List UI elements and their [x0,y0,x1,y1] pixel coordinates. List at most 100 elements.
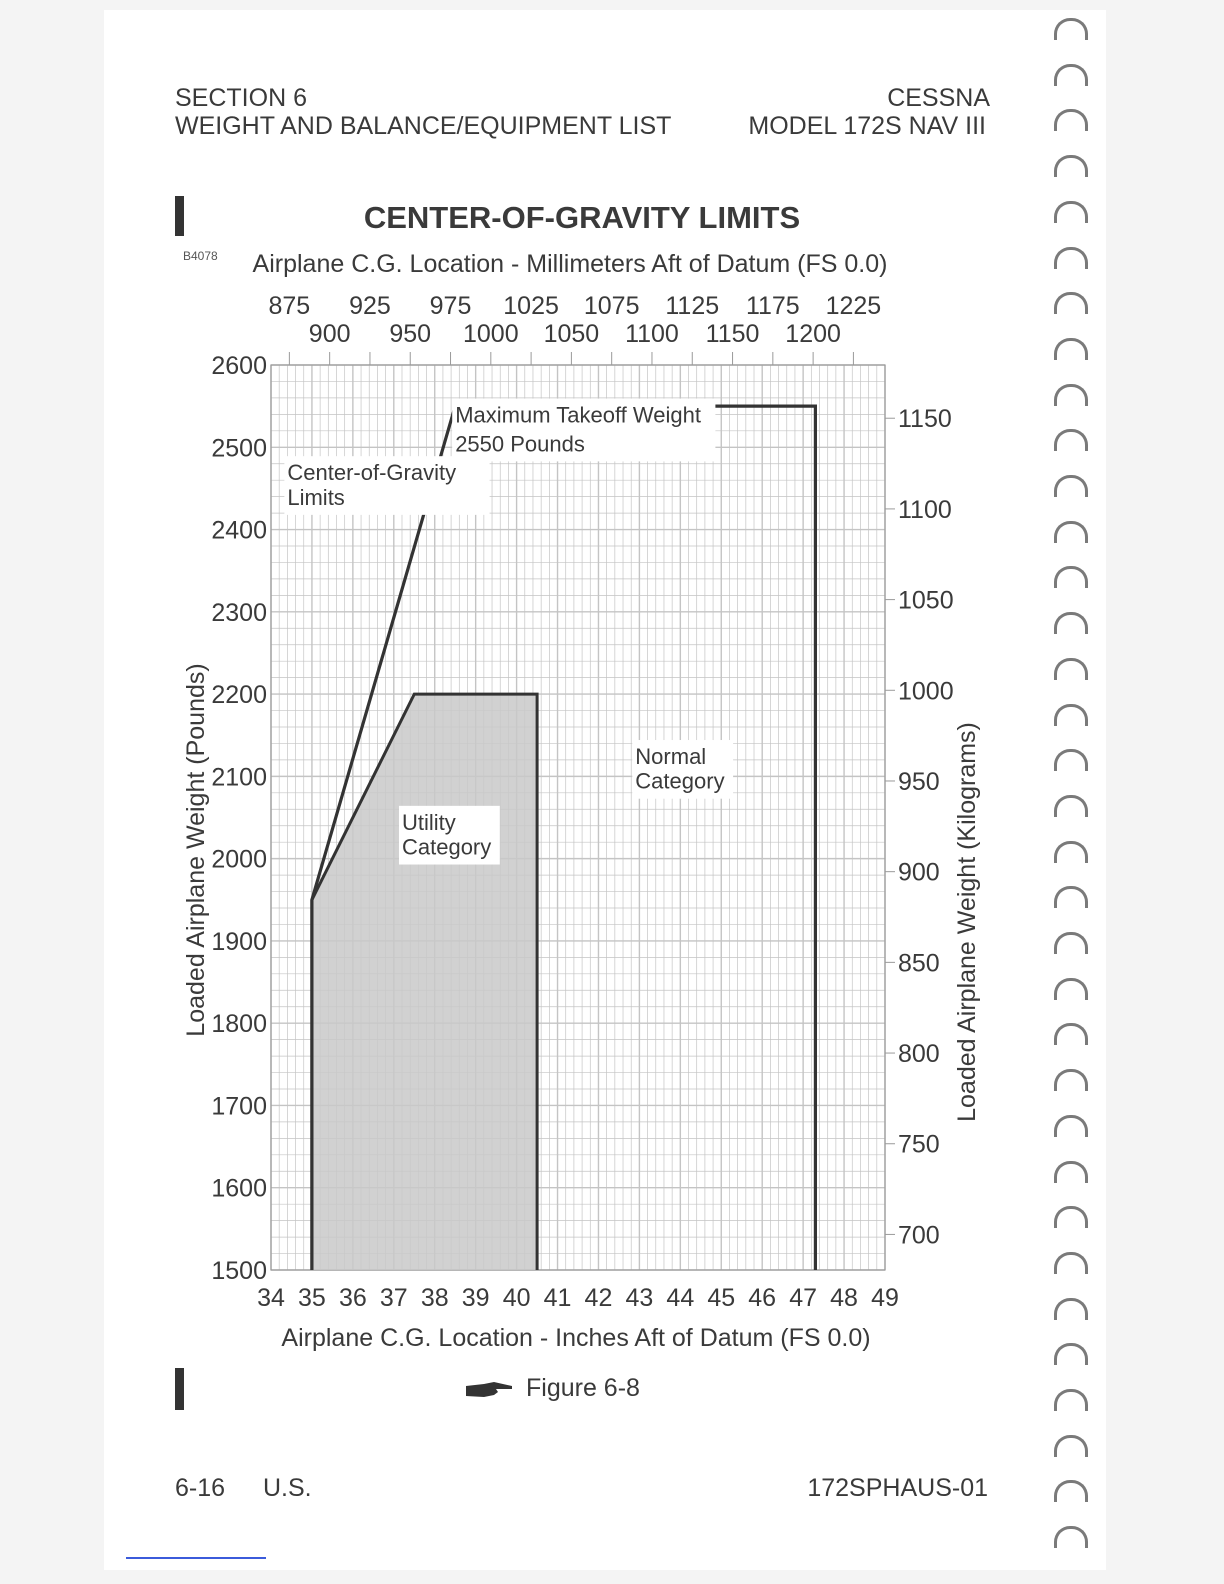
binding-ring [1054,520,1088,543]
binding-ring [1054,703,1088,726]
binding-ring [1054,1251,1088,1274]
x-tick-label: 40 [503,1284,531,1312]
mm-tick-label: 1125 [665,292,719,320]
binding-ring [1054,109,1088,132]
x-tick-label: 36 [339,1284,367,1312]
binding-ring [1054,1434,1088,1457]
annotation-background [632,740,734,799]
y-tick-label: 2400 [211,517,267,545]
binding-ring [1054,429,1088,452]
manufacturer-name: CESSNA [887,84,990,112]
annotation-line: Normal [635,744,706,769]
x-tick-label: 49 [871,1284,899,1312]
x-tick-label: 45 [707,1284,735,1312]
chart-annotations: Maximum Takeoff Weight 2550 Pounds Center-… [284,398,734,865]
binding-ring [1054,292,1088,315]
y-tick-label: 1900 [211,928,267,956]
kg-tick-label: 750 [898,1131,940,1159]
binding-ring [1054,1389,1088,1411]
y-tick-label: 2500 [211,434,267,462]
mm-tick-label: 1150 [706,320,760,348]
document-id: 172SPHAUS-01 [807,1474,988,1502]
x-tick-label: 46 [748,1284,776,1312]
mm-tick-label: 1175 [746,292,800,320]
binding-ring [1054,155,1088,178]
chart-title: CENTER-OF-GRAVITY LIMITS [364,200,800,235]
mm-tick-label: 1050 [544,320,600,348]
envelope-areas [310,404,818,1270]
plot-frame [270,364,886,1271]
annotation-line: Category [635,769,724,794]
x-tick-label: 35 [298,1284,326,1312]
section-title: WEIGHT AND BALANCE/EQUIPMENT LIST [175,112,672,140]
mtow-annotation: Maximum Takeoff Weight 2550 Pounds [452,398,716,462]
binding-ring [1054,1160,1088,1183]
kg-tick-label: 950 [898,768,940,796]
mm-tick-label: 975 [430,292,472,320]
binding-ring [1054,383,1088,406]
x-tick-label: 38 [421,1284,449,1312]
kg-tick-label: 1050 [898,587,954,615]
binding-ring [1054,886,1088,909]
x-tick-label: 42 [585,1284,613,1312]
figure-code: B4078 [183,249,218,263]
annotation-line: Category [402,835,491,860]
x-tick-label: 48 [830,1284,858,1312]
mm-tick-label: 1075 [584,292,640,320]
x-tick-label: 43 [625,1284,653,1312]
annotation-line: Maximum Takeoff Weight [455,403,701,428]
annotation-line: Center-of-Gravity [287,460,456,485]
mm-tick-label: 1200 [785,320,841,348]
binding-ring [1054,1069,1088,1092]
kg-tick-label: 900 [898,859,940,887]
annotation-background [452,398,716,462]
y-tick-label: 2600 [211,352,267,380]
kg-tick-label: 850 [898,949,940,977]
y-tick-label: 2200 [211,681,267,709]
binding-ring [1054,794,1088,817]
annotation-line: 2550 Pounds [455,431,585,456]
mm-tick-label: 875 [269,292,311,320]
mm-tick-label: 1000 [463,320,519,348]
binding-ring [1054,1297,1088,1320]
binding-ring [1054,1480,1088,1503]
x-tick-label: 47 [789,1284,817,1312]
mm-tick-label: 950 [389,320,431,348]
mm-tick-label: 1225 [826,292,882,320]
binding-ring [1054,1206,1088,1229]
right-axis-label: Loaded Airplane Weight (Kilograms) [953,722,981,1122]
binding-ring [1054,840,1088,863]
y-tick-label: 1600 [211,1175,267,1203]
annotation-background [284,456,490,515]
y-tick-label: 1800 [211,1010,267,1038]
y-tick-label: 1500 [211,1257,267,1285]
binding-ring [1054,977,1088,1000]
x-tick-label: 44 [666,1284,694,1312]
x-tick-label: 39 [462,1284,490,1312]
mm-tick-label: 1025 [503,292,559,320]
region-label: U.S. [263,1474,312,1502]
change-bar-bottom [175,1368,184,1410]
page-number: 6-16 [175,1474,226,1502]
binding-ring [1054,246,1088,269]
kg-tick-label: 1150 [898,405,952,433]
y-tick-label: 2100 [211,763,267,791]
binding-ring [1054,475,1088,497]
binding-ring [1054,1023,1088,1046]
binding-ring [1054,657,1088,680]
section-number: SECTION 6 [175,84,307,112]
y-axis-label: Loaded Airplane Weight (Pounds) [182,663,210,1036]
binding-ring [1054,749,1088,772]
kg-tick-label: 700 [898,1221,940,1249]
y-tick-label: 1700 [211,1092,267,1120]
x-tick-label: 34 [257,1284,285,1312]
x-tick-label: 37 [380,1284,408,1312]
kg-tick-label: 1000 [898,677,954,705]
binding-ring [1054,612,1088,635]
top-axis-label: Airplane C.G. Location - Millimeters Aft… [253,250,888,278]
mm-tick-label: 1100 [625,320,679,348]
annotation-line: Utility [402,810,456,835]
annotation-background [398,805,500,865]
